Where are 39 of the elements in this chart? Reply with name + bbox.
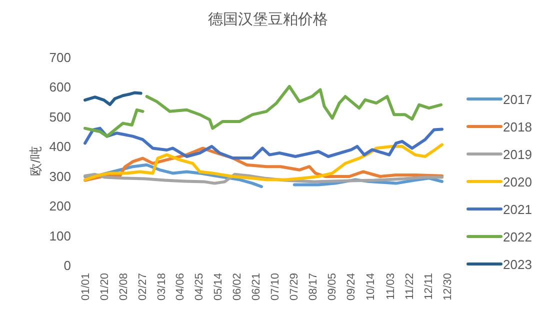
legend-label: 2020: [503, 174, 532, 190]
y-tick-label: 600: [49, 80, 71, 95]
y-tick-label: 700: [49, 50, 71, 65]
legend-label: 2019: [503, 147, 532, 162]
x-tick-label: 01/20: [98, 273, 111, 301]
y-tick-label: 400: [49, 139, 71, 154]
x-tick-label: 07/10: [269, 273, 282, 301]
x-tick-label: 12/11: [423, 273, 436, 300]
x-tick-label: 06/21: [250, 273, 263, 301]
x-tick-label: 09/24: [345, 273, 358, 301]
x-tick-label: 01/01: [80, 273, 92, 301]
x-tick-label: 09/05: [326, 273, 338, 301]
y-tick-label: 100: [49, 228, 71, 244]
x-tick-label: 07/29: [288, 273, 300, 301]
x-tick-label: 05/14: [212, 273, 225, 301]
y-tick-label: 200: [49, 198, 71, 214]
line-series: [84, 126, 444, 160]
legend-label: 2017: [503, 92, 532, 107]
x-tick-label: 11/22: [404, 273, 416, 300]
x-tick-label: 02/27: [136, 273, 149, 301]
legend-label: 2021: [503, 202, 532, 217]
line-series: [84, 91, 142, 106]
x-tick-label: 10/14: [365, 273, 378, 301]
x-tick-label: 03/18: [156, 273, 168, 301]
y-tick-label: 0: [64, 258, 71, 273]
y-tick-label: 500: [49, 109, 71, 124]
y-tick-label: 300: [49, 168, 71, 184]
x-tick-label: 06/02: [232, 273, 244, 301]
x-tick-label: 11/03: [385, 273, 398, 300]
legend-label: 2018: [503, 120, 532, 134]
x-tick-label: 08/17: [307, 273, 320, 301]
chart-title: 德国汉堡豆粕价格: [208, 11, 328, 28]
x-tick-label: 04/25: [194, 273, 206, 301]
legend-label: 2023: [503, 257, 532, 272]
x-tick-label: 02/08: [118, 273, 130, 301]
y-axis-title: 欧/吨: [28, 146, 43, 176]
legend-label: 2022: [503, 230, 532, 244]
x-tick-label: 12/30: [442, 273, 454, 301]
x-tick-label: 04/06: [174, 273, 187, 301]
